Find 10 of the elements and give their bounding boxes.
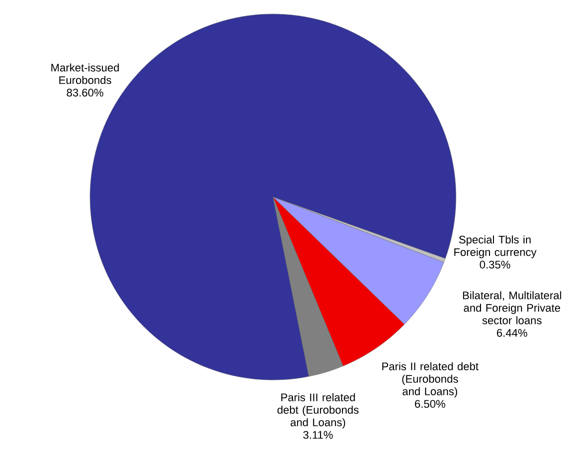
slice-label: Special Tbls in Foreign currency (454, 235, 537, 258)
data-label: 6.50% (414, 400, 446, 408)
data-label: 3.11% (303, 430, 333, 439)
data-label: 6.44% (496, 329, 528, 337)
data-label: 83.60% (66, 88, 104, 97)
data-label: 0.35% (480, 260, 510, 269)
slice-label: Bilateral, Multilateral and Foreign Private sector loans (463, 291, 562, 324)
slice-label: Paris II related debt (Eurobonds and Loans) (382, 362, 479, 398)
slice-label: Market-issued Eurobonds (51, 63, 119, 84)
slice-label: Paris III related debt (Eurobonds and Loans) (277, 393, 359, 428)
